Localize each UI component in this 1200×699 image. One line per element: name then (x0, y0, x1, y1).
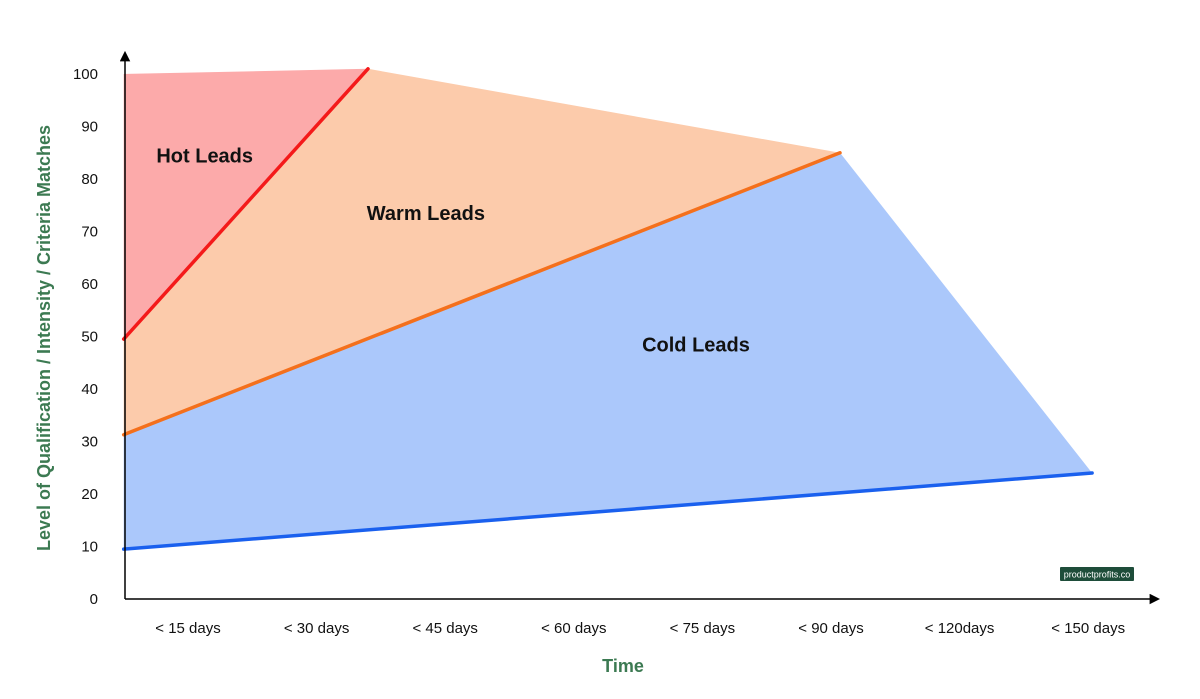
x-tick-label: < 150 days (1051, 620, 1125, 637)
x-tick-label: < 30 days (284, 620, 349, 637)
x-tick-label: < 75 days (670, 620, 735, 637)
region-label-hot-leads: Hot Leads (156, 145, 253, 167)
region-label-warm-leads: Warm Leads (367, 203, 485, 225)
region-labels: Hot Leads Warm Leads Cold Leads (156, 145, 750, 356)
x-tick-label: < 60 days (541, 620, 606, 637)
region-warm-leads (123, 68, 840, 435)
y-tick-label: 0 (90, 591, 98, 608)
x-axis-title: Time (602, 656, 644, 676)
x-tick-label: < 45 days (412, 620, 477, 637)
y-tick-label: 70 (81, 224, 98, 241)
watermark-background (1060, 567, 1134, 581)
region-hot-leads (123, 68, 368, 340)
y-tick-label: 60 (81, 276, 98, 293)
watermark-badge: productprofits.co (1060, 567, 1134, 581)
y-tick-labels: 0 10 20 30 40 50 60 70 80 90 100 (73, 66, 98, 608)
y-tick-label: 50 (81, 329, 98, 346)
y-tick-label: 90 (81, 119, 98, 136)
boundary-line-1 (121, 67, 370, 341)
y-tick-label: 30 (81, 434, 98, 451)
boundary-lines (121, 67, 1094, 551)
boundary-line-3 (121, 471, 1094, 551)
y-axis-title: Level of Qualification / Intensity / Cri… (34, 125, 54, 551)
y-tick-label: 40 (81, 381, 98, 398)
region-cold-leads (123, 152, 1093, 550)
region-label-cold-leads: Cold Leads (642, 334, 750, 356)
x-tick-label: < 120days (925, 620, 995, 637)
y-tick-label: 10 (81, 539, 98, 556)
y-tick-label: 100 (73, 66, 98, 83)
y-tick-label: 80 (81, 171, 98, 188)
y-tick-label: 20 (81, 486, 98, 503)
x-tick-label: < 90 days (798, 620, 863, 637)
x-tick-labels: < 15 days < 30 days < 45 days < 60 days < 75… (155, 620, 1125, 637)
boundary-line-2 (121, 151, 842, 437)
x-tick-label: < 15 days (155, 620, 220, 637)
lead-regions (123, 68, 1093, 550)
watermark-text: productprofits.co (1064, 570, 1131, 580)
